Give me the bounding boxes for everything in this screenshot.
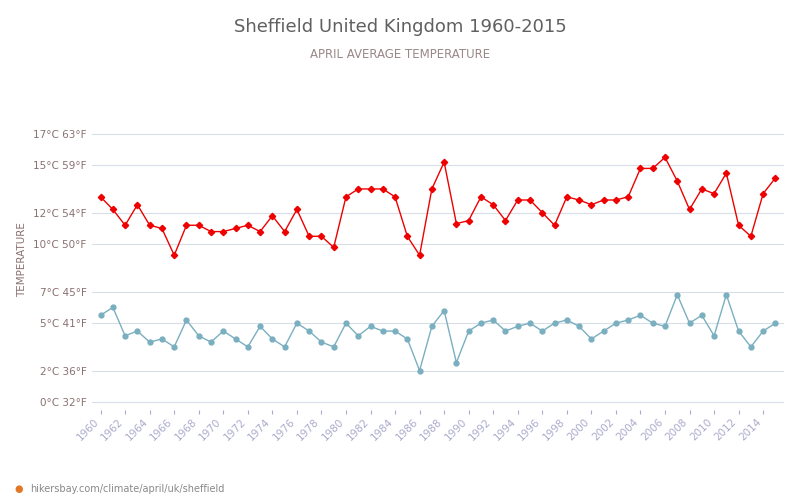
NIGHT: [108, 304, 118, 310]
Text: Sheffield United Kingdom 1960-2015: Sheffield United Kingdom 1960-2015: [234, 18, 566, 36]
DAY: [170, 252, 179, 258]
NIGHT: [526, 320, 535, 326]
NIGHT: [673, 292, 682, 298]
DAY: [489, 202, 498, 207]
NIGHT: [414, 368, 424, 374]
DAY: [526, 197, 535, 203]
NIGHT: [770, 320, 780, 326]
NIGHT: [623, 317, 633, 323]
Line: DAY: DAY: [98, 155, 778, 258]
Text: ●: ●: [14, 484, 23, 494]
Text: APRIL AVERAGE TEMPERATURE: APRIL AVERAGE TEMPERATURE: [310, 48, 490, 60]
Text: hikersbay.com/climate/april/uk/sheffield: hikersbay.com/climate/april/uk/sheffield: [30, 484, 225, 494]
Y-axis label: TEMPERATURE: TEMPERATURE: [18, 222, 27, 298]
DAY: [550, 222, 559, 228]
NIGHT: [96, 312, 106, 318]
DAY: [354, 186, 363, 192]
DAY: [108, 206, 118, 212]
NIGHT: [489, 317, 498, 323]
DAY: [660, 154, 670, 160]
NIGHT: [550, 320, 559, 326]
Line: NIGHT: NIGHT: [98, 292, 778, 373]
DAY: [623, 194, 633, 200]
DAY: [770, 175, 780, 181]
DAY: [96, 194, 106, 200]
NIGHT: [341, 320, 350, 326]
